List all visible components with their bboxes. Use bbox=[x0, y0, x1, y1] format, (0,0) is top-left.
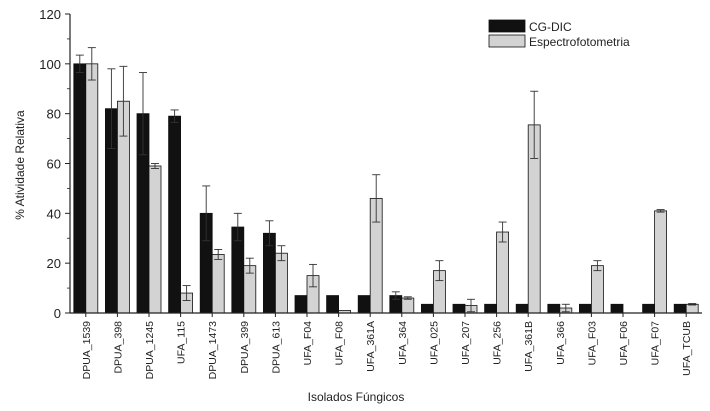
x-axis-label: Isolados Fúngicos bbox=[308, 390, 405, 404]
y-tick-label: 40 bbox=[47, 206, 61, 221]
bar-espectrofotometria-dpua-1473 bbox=[211, 254, 225, 314]
x-tick-label: UFA_F07 bbox=[650, 321, 662, 366]
y-tick-label: 100 bbox=[39, 57, 61, 72]
x-tick-label: UFA_115 bbox=[176, 321, 188, 364]
x-tick-label: DPUA_399 bbox=[239, 321, 251, 374]
error-bar-espectrofotometria-ufa-207 bbox=[467, 298, 475, 313]
error-bar-cg-dic-dpua-1539 bbox=[75, 54, 84, 74]
x-tick-label: UFA_F08 bbox=[334, 321, 346, 366]
x-tick-label: UFA_F04 bbox=[302, 321, 314, 366]
error-bar-espectrofotometria-ufa-tcub bbox=[688, 303, 697, 306]
bar-cg-dic-ufa-207 bbox=[452, 303, 466, 314]
error-bar-espectrofotometria-ufa-f04 bbox=[309, 263, 317, 288]
x-tick-label: DPUA_398 bbox=[112, 321, 124, 374]
error-bar-espectrofotometria-dpua-399 bbox=[245, 257, 254, 274]
error-bar-cg-dic-dpua-613 bbox=[265, 220, 274, 247]
error-bar-espectrofotometria-ufa-256 bbox=[498, 221, 507, 243]
axes-layer bbox=[69, 14, 702, 314]
x-ticks: DPUA_1539 DPUA_398 DPUA_1245 UFA_115 DPUA_14… bbox=[81, 313, 693, 379]
y-tick-label: 80 bbox=[47, 107, 61, 122]
error-bar-cg-dic-ufa-115 bbox=[170, 109, 179, 123]
x-tick-label: DPUA_1539 bbox=[81, 321, 93, 380]
x-tick-label: UFA_TCUB bbox=[681, 321, 693, 376]
y-tick-label: 0 bbox=[54, 306, 61, 321]
legend: CG-DIC Espectrofotometria bbox=[488, 19, 630, 49]
bar-cg-dic-ufa-256 bbox=[484, 303, 498, 314]
error-bar-cg-dic-dpua-1245 bbox=[139, 72, 147, 156]
x-tick-label: DPUA_1473 bbox=[207, 321, 219, 380]
x-tick-label: UFA_025 bbox=[428, 321, 440, 365]
legend-swatch-espectrofotometria bbox=[488, 34, 526, 48]
x-tick-label: DPUA_1245 bbox=[144, 321, 156, 380]
x-tick-label: UFA_256 bbox=[492, 321, 504, 365]
x-tick-label: UFA_F03 bbox=[586, 321, 598, 366]
bar-cg-dic-ufa-f03 bbox=[579, 303, 592, 314]
error-bar-espectrofotometria-dpua-613 bbox=[277, 245, 286, 262]
error-bar-espectrofotometria-ufa-364 bbox=[403, 296, 412, 300]
bar-cg-dic-ufa-f04 bbox=[294, 295, 308, 314]
bar-cg-dic-ufa-f08 bbox=[326, 295, 340, 314]
error-bars-layer bbox=[75, 47, 697, 313]
bar-cg-dic-ufa-f07 bbox=[642, 303, 655, 314]
x-tick-label: UFA_207 bbox=[460, 321, 472, 365]
y-tick-label: 60 bbox=[47, 157, 61, 172]
y-ticks: 0 20 40 60 80 100 120 bbox=[39, 7, 70, 321]
error-bar-cg-dic-dpua-1473 bbox=[202, 185, 211, 242]
bar-cg-dic-ufa-tcub bbox=[673, 303, 687, 314]
bar-cg-dic-ufa-025 bbox=[420, 303, 434, 314]
error-bar-espectrofotometria-dpua-1539 bbox=[87, 47, 96, 81]
bar-cg-dic-ufa-361a bbox=[357, 295, 371, 314]
error-bar-espectrofotometria-ufa-361b bbox=[530, 90, 539, 159]
y-tick-label: 120 bbox=[39, 7, 61, 22]
legend-label-cg-dic: CG-DIC bbox=[529, 20, 572, 34]
bar-cg-dic-ufa-361b bbox=[515, 303, 529, 314]
error-bar-cg-dic-ufa-364 bbox=[391, 291, 400, 300]
bar-cg-dic-ufa-366 bbox=[547, 303, 561, 314]
x-tick-label: UFA_361B bbox=[523, 321, 535, 372]
error-bar-espectrofotometria-dpua-398 bbox=[119, 65, 128, 137]
y-tick-label: 20 bbox=[47, 256, 61, 271]
bar-espectrofotometria-dpua-613 bbox=[274, 252, 288, 314]
bar-cg-dic-dpua-1539 bbox=[73, 63, 87, 314]
bars-layer bbox=[73, 63, 699, 314]
bar-espectrofotometria-dpua-1539 bbox=[85, 63, 99, 314]
bar-espectrofotometria-ufa-364 bbox=[401, 297, 415, 314]
legend-swatch-cg-dic bbox=[488, 19, 526, 33]
error-bar-cg-dic-dpua-398 bbox=[107, 68, 116, 150]
bar-espectrofotometria-ufa-256 bbox=[496, 231, 510, 314]
bar-espectrofotometria-dpua-1245 bbox=[148, 165, 162, 314]
error-bar-espectrofotometria-ufa-115 bbox=[182, 285, 191, 301]
bar-cg-dic-ufa-115 bbox=[168, 115, 182, 314]
legend-label-espectrofotometria: Espectrofotometria bbox=[529, 35, 630, 49]
error-bar-espectrofotometria-ufa-366 bbox=[561, 303, 570, 313]
error-bar-espectrofotometria-ufa-025 bbox=[435, 260, 444, 282]
bar-espectrofotometria-ufa-tcub bbox=[685, 303, 699, 314]
bar-espectrofotometria-ufa-f03 bbox=[591, 265, 604, 314]
bar-espectrofotometria-ufa-f07 bbox=[654, 210, 667, 314]
x-tick-label: UFA_364 bbox=[397, 321, 409, 365]
error-bar-espectrofotometria-ufa-f07 bbox=[656, 209, 665, 213]
y-axis-label: % Atividade Relativa bbox=[13, 110, 27, 220]
bar-cg-dic-ufa-f06 bbox=[610, 303, 624, 314]
x-tick-label: UFA_366 bbox=[555, 321, 567, 365]
x-tick-label: DPUA_613 bbox=[270, 321, 282, 374]
x-tick-label: UFA_361A bbox=[365, 321, 377, 372]
error-bar-cg-dic-dpua-399 bbox=[233, 212, 242, 242]
x-tick-label: UFA_F06 bbox=[618, 321, 630, 366]
error-bar-espectrofotometria-dpua-1473 bbox=[214, 249, 223, 260]
error-bar-espectrofotometria-dpua-1245 bbox=[151, 163, 159, 169]
error-bar-espectrofotometria-ufa-361a bbox=[372, 174, 381, 223]
error-bar-espectrofotometria-ufa-f03 bbox=[593, 260, 602, 272]
